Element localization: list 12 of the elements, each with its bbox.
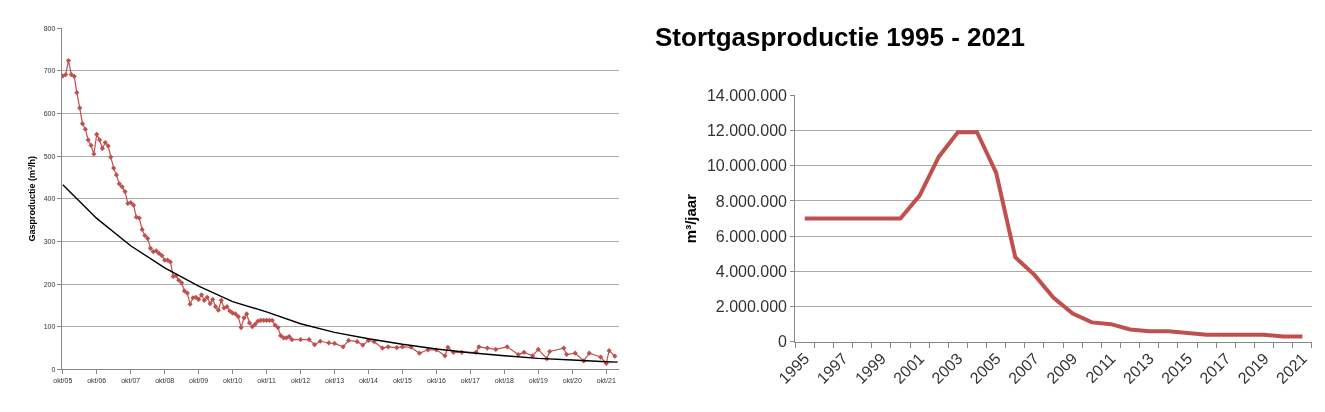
y-tick-label: 6.000.000 <box>715 227 788 245</box>
y-tick-label: 8.000.000 <box>715 192 788 210</box>
y-axis-title: m³/jaar <box>682 193 700 244</box>
y-tick-label: 0 <box>778 333 788 351</box>
y-tick-label: 12.000.000 <box>706 122 788 140</box>
y-tick-label: 2.000.000 <box>715 298 788 316</box>
y-axis-title: Gasproductie (m³/h) <box>27 156 38 242</box>
y-tick-label: 14.000.000 <box>706 86 788 104</box>
chart-title: Stortgasproductie 1995 - 2021 <box>655 22 1025 52</box>
y-tick-label: 4.000.000 <box>715 262 788 280</box>
line-series <box>802 130 1305 339</box>
y-tick-label: 10.000.000 <box>706 157 788 175</box>
